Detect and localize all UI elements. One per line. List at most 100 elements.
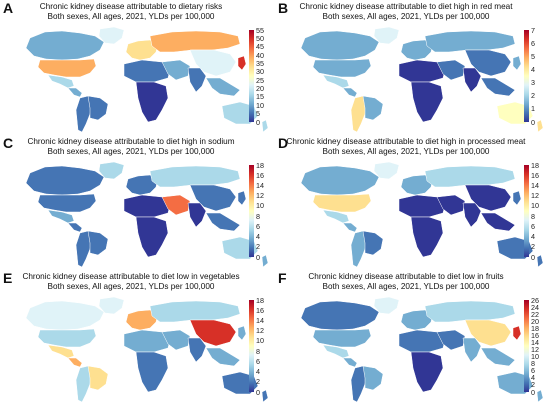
legend-tick-label: 16 bbox=[531, 170, 539, 180]
world-map bbox=[25, 26, 269, 133]
region-russia bbox=[424, 165, 516, 188]
legend-tick-label: 18 bbox=[256, 295, 264, 305]
region-middleeast bbox=[161, 329, 191, 351]
region-nz bbox=[536, 119, 544, 133]
legend-tick-label: 0 bbox=[531, 117, 535, 127]
panel-letter: D bbox=[278, 135, 289, 151]
legend-tick-label: 18 bbox=[256, 160, 264, 170]
region-greenland bbox=[373, 296, 400, 315]
legend-color-bar bbox=[524, 300, 529, 392]
title-line-1: Chronic kidney disease attributable to d… bbox=[22, 272, 240, 281]
region-greenland bbox=[373, 161, 400, 180]
legend-tick-label: 5 bbox=[256, 109, 260, 119]
legend-tick-label: 20 bbox=[256, 84, 264, 94]
legend-tick-label: 2 bbox=[531, 242, 535, 252]
region-usa bbox=[312, 193, 372, 213]
region-seasia bbox=[205, 347, 241, 367]
region-china bbox=[189, 49, 237, 77]
title-line-1: Chronic kidney disease attributable to d… bbox=[299, 2, 513, 11]
region-nafrica bbox=[398, 59, 446, 83]
legend-tick-label: 7 bbox=[531, 25, 535, 35]
legend-color-bar bbox=[249, 165, 254, 257]
region-china bbox=[464, 49, 512, 77]
title-line-1: Chronic kidney disease attributable to d… bbox=[39, 2, 223, 11]
legend-tick-label: 15 bbox=[256, 92, 264, 102]
region-usa bbox=[37, 328, 97, 348]
region-japan bbox=[237, 55, 247, 71]
region-canada bbox=[25, 165, 105, 196]
legend-tick-label: 40 bbox=[256, 50, 264, 60]
region-nz bbox=[261, 389, 269, 403]
world-map bbox=[25, 296, 269, 403]
region-safrica bbox=[135, 81, 169, 123]
region-japan bbox=[237, 190, 247, 206]
panel-letter: F bbox=[278, 270, 287, 286]
legend-tick-label: 2 bbox=[531, 380, 535, 390]
region-nafrica bbox=[398, 329, 446, 353]
legend-tick-label: 1 bbox=[531, 104, 535, 114]
legend-tick-label: 10 bbox=[531, 201, 539, 211]
legend-color-bar bbox=[249, 300, 254, 392]
legend-tick-label: 24 bbox=[531, 302, 539, 312]
legend-tick-label: 10 bbox=[256, 201, 264, 211]
map-panel-f: F Chronic kidney disease attributable to… bbox=[275, 270, 550, 404]
panel-title: Chronic kidney disease attributable to d… bbox=[0, 272, 262, 292]
region-centam bbox=[67, 222, 83, 233]
map-panel-b: B Chronic kidney disease attributable to… bbox=[275, 0, 550, 134]
region-usa bbox=[312, 328, 372, 348]
legend-tick-label: 18 bbox=[531, 160, 539, 170]
region-safrica bbox=[135, 216, 169, 258]
region-canada bbox=[300, 165, 380, 196]
region-europe bbox=[400, 39, 434, 61]
region-nafrica bbox=[123, 329, 171, 353]
panel-letter: C bbox=[3, 135, 14, 151]
legend-tick-label: 25 bbox=[256, 75, 264, 85]
legend-tick-label: 16 bbox=[531, 330, 539, 340]
world-map bbox=[25, 161, 269, 268]
region-russia bbox=[149, 165, 241, 188]
legend-tick-label: 16 bbox=[256, 305, 264, 315]
legend-tick-label: 8 bbox=[531, 359, 535, 369]
region-centam bbox=[67, 357, 83, 368]
legend-tick-label: 6 bbox=[256, 356, 260, 366]
legend-color-bar bbox=[249, 30, 254, 122]
region-brazil bbox=[362, 95, 384, 121]
legend-tick-label: 0 bbox=[256, 387, 260, 397]
legend-tick-label: 35 bbox=[256, 58, 264, 68]
legend-tick-label: 4 bbox=[531, 232, 535, 242]
world-map bbox=[300, 26, 544, 133]
region-europe bbox=[125, 174, 159, 196]
region-seasia bbox=[480, 212, 516, 232]
map-panel-c: C Chronic kidney disease attributable to… bbox=[0, 135, 275, 269]
legend-tick-label: 12 bbox=[256, 326, 264, 336]
legend-tick-label: 3 bbox=[531, 78, 535, 88]
panel-title: Chronic kidney disease attributable to d… bbox=[275, 272, 537, 292]
title-line-2: Both sexes, All ages, 2021, YLDs per 100… bbox=[47, 12, 215, 21]
legend-tick-label: 22 bbox=[531, 309, 539, 319]
region-europe bbox=[125, 39, 159, 61]
region-nz bbox=[536, 254, 544, 268]
region-canada bbox=[300, 300, 380, 331]
legend-tick-label: 12 bbox=[531, 191, 539, 201]
legend-tick-label: 6 bbox=[531, 38, 535, 48]
region-canada bbox=[25, 300, 105, 331]
region-mexico bbox=[322, 209, 350, 224]
region-russia bbox=[424, 30, 516, 53]
region-nz bbox=[536, 389, 544, 403]
legend-tick-label: 14 bbox=[256, 180, 264, 190]
panel-letter: A bbox=[3, 0, 14, 16]
region-usa bbox=[37, 193, 97, 213]
region-seasia bbox=[480, 77, 516, 97]
panel-letter: B bbox=[278, 0, 289, 16]
title-line-2: Both sexes, All ages, 2021, YLDs per 100… bbox=[47, 282, 215, 291]
region-middleeast bbox=[161, 194, 191, 216]
region-centam bbox=[342, 222, 358, 233]
title-line-2: Both sexes, All ages, 2021, YLDs per 100… bbox=[322, 12, 490, 21]
legend-tick-label: 0 bbox=[256, 117, 260, 127]
region-nz bbox=[261, 254, 269, 268]
region-middleeast bbox=[161, 59, 191, 81]
region-seasia bbox=[480, 347, 516, 367]
region-russia bbox=[424, 300, 516, 323]
legend-color-bar bbox=[524, 165, 529, 257]
legend-tick-label: 0 bbox=[531, 387, 535, 397]
